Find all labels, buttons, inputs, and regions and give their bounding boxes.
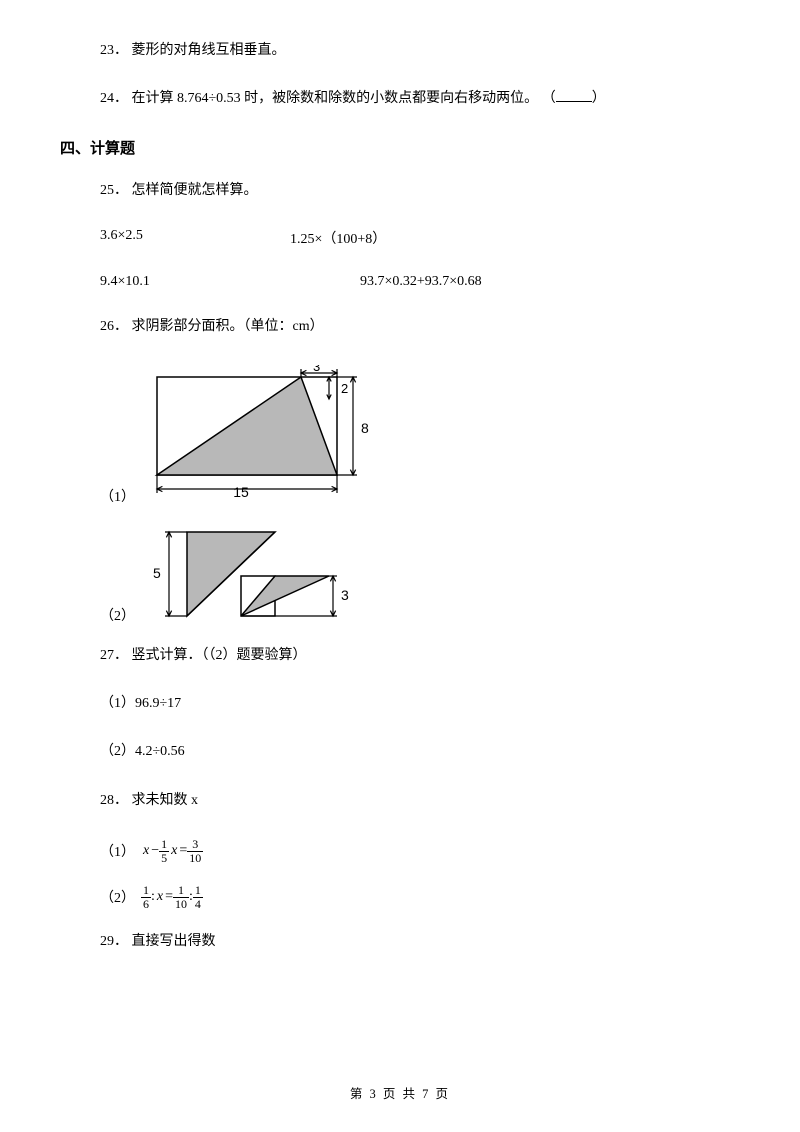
q24-num: 24． xyxy=(100,91,128,106)
q26-fig1-label: （1） xyxy=(100,486,135,508)
question-27: 27． 竖式计算．（（2）题要验算） xyxy=(100,645,740,667)
q27-num: 27． xyxy=(100,648,128,663)
q28-e2-f2: 110 xyxy=(173,884,189,910)
q26-fig2: 53 xyxy=(145,526,355,627)
q28-e1-f1d: 5 xyxy=(159,852,169,865)
q28-e2-pre: （2） xyxy=(100,887,135,907)
q25-row1: 3.6×2.5 1.25×（100+8） xyxy=(100,228,740,248)
q27-l1: （1）96.9÷17 xyxy=(100,693,740,715)
q26-fig1-svg: 3 2 8 15 xyxy=(145,365,379,503)
svg-text:15: 15 xyxy=(233,484,249,500)
svg-text:3: 3 xyxy=(313,365,320,374)
svg-text:2: 2 xyxy=(341,381,348,396)
q25-num: 25． xyxy=(100,183,128,198)
q26-fig1: 3 2 8 15 xyxy=(145,365,379,508)
q29-num: 29． xyxy=(100,934,128,949)
q28-eq2: （2） 16 : x = 110 : 14 xyxy=(100,884,740,910)
q28-e1-eq: = xyxy=(179,843,187,859)
q28-e1-f2: 310 xyxy=(187,838,203,864)
q28-e1-var1: x xyxy=(141,843,151,859)
q28-e2-f1n: 1 xyxy=(141,884,151,898)
q27-text: 竖式计算．（（2）题要验算） xyxy=(132,648,307,663)
q28-text: 求未知数 x xyxy=(132,793,199,808)
q26-figure2-row: （2） 53 xyxy=(100,526,740,627)
q25-row2: 9.4×10.1 93.7×0.32+93.7×0.68 xyxy=(100,274,740,290)
q25-text: 怎样简便就怎样算。 xyxy=(132,183,258,198)
q24-right-paren: ） xyxy=(592,91,606,106)
question-25: 25． 怎样简便就怎样算。 xyxy=(100,180,740,202)
q28-e2-f2n: 1 xyxy=(173,884,189,898)
q26-fig2-svg: 53 xyxy=(145,526,355,622)
q27-l2: （2）4.2÷0.56 xyxy=(100,741,740,763)
svg-text:8: 8 xyxy=(361,420,369,436)
q25-r1c1: 3.6×2.5 xyxy=(100,228,290,248)
q23-num: 23． xyxy=(100,43,128,58)
q24-text: 在计算 8.764÷0.53 时，被除数和除数的小数点都要向右移动两位。 xyxy=(132,91,539,106)
q28-e2-eq: = xyxy=(165,889,173,905)
q28-e1-f1: 15 xyxy=(159,838,169,864)
question-28: 28． 求未知数 x xyxy=(100,790,740,812)
q26-fig2-label: （2） xyxy=(100,605,135,627)
svg-text:3: 3 xyxy=(341,587,349,603)
svg-text:5: 5 xyxy=(153,565,161,581)
q26-text: 求阴影部分面积。（单位：cm） xyxy=(132,319,324,334)
q28-e2-f3n: 1 xyxy=(193,884,203,898)
q26-num: 26． xyxy=(100,319,128,334)
q25-r1c2: 1.25×（100+8） xyxy=(290,228,386,248)
q28-e1-f2d: 10 xyxy=(187,852,203,865)
q29-text: 直接写出得数 xyxy=(132,934,216,949)
question-24: 24． 在计算 8.764÷0.53 时，被除数和除数的小数点都要向右移动两位。… xyxy=(100,88,740,110)
q28-e2-f3: 14 xyxy=(193,884,203,910)
q28-e2-f1d: 6 xyxy=(141,898,151,911)
q28-e1-pre: （1） xyxy=(100,841,135,861)
q26-figure1-row: （1） 3 2 8 15 xyxy=(100,365,740,508)
q28-e1-var2: x xyxy=(169,843,179,859)
q28-e2-f1: 16 xyxy=(141,884,151,910)
q24-left-paren: （ xyxy=(542,91,556,106)
q25-r2c1: 9.4×10.1 xyxy=(100,274,360,290)
q24-blank xyxy=(556,90,592,102)
question-26: 26． 求阴影部分面积。（单位：cm） xyxy=(100,316,740,338)
question-23: 23． 菱形的对角线互相垂直。 xyxy=(100,40,740,62)
q28-e1-f2n: 3 xyxy=(187,838,203,852)
q28-eq1: （1） x − 15 x = 310 xyxy=(100,838,740,864)
q28-num: 28． xyxy=(100,793,128,808)
question-29: 29． 直接写出得数 xyxy=(100,931,740,953)
q28-e1-minus: − xyxy=(151,843,159,859)
q28-e1-f1n: 1 xyxy=(159,838,169,852)
section-4-title: 四、计算题 xyxy=(60,137,740,158)
q28-e2-f2d: 10 xyxy=(173,898,189,911)
page-footer: 第 3 页 共 7 页 xyxy=(0,1083,800,1102)
q28-e2-f3d: 4 xyxy=(193,898,203,911)
q28-e2-var1: x xyxy=(155,889,165,905)
q25-r2c2: 93.7×0.32+93.7×0.68 xyxy=(360,274,482,290)
q23-text: 菱形的对角线互相垂直。 xyxy=(132,43,286,58)
